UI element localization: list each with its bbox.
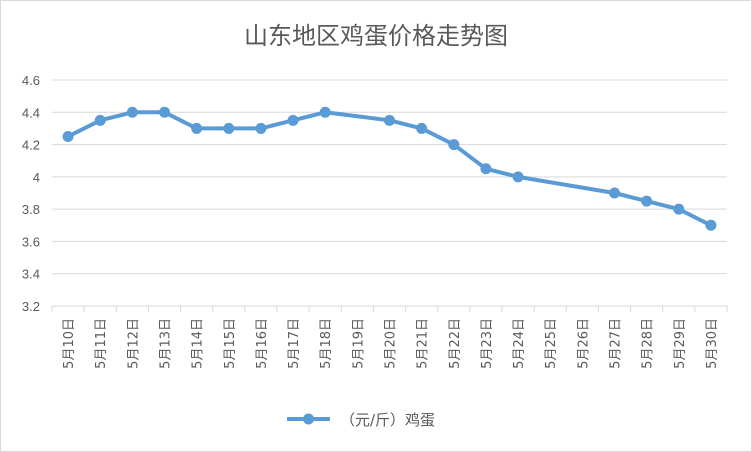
x-tick-label: 5月10日 bbox=[62, 318, 77, 369]
y-tick-label: 4 bbox=[33, 170, 40, 185]
data-point bbox=[287, 114, 299, 126]
x-tick-label: 5月28日 bbox=[641, 318, 656, 369]
y-tick-label: 4.4 bbox=[22, 105, 40, 120]
x-tick-label: 5月16日 bbox=[255, 318, 270, 369]
data-point bbox=[416, 122, 428, 134]
x-tick-label: 5月11日 bbox=[94, 318, 109, 369]
y-tick-label: 3.2 bbox=[22, 299, 40, 314]
x-tick-label: 5月14日 bbox=[191, 318, 206, 369]
x-tick-label: 5月17日 bbox=[287, 318, 302, 369]
x-tick-label: 5月18日 bbox=[319, 318, 334, 369]
data-point bbox=[255, 122, 267, 134]
y-tick-label: 4.2 bbox=[22, 138, 40, 153]
series-line bbox=[66, 110, 713, 228]
data-point bbox=[705, 219, 717, 231]
data-point bbox=[126, 106, 138, 118]
data-point bbox=[159, 106, 170, 118]
x-tick-label: 5月12日 bbox=[126, 318, 141, 369]
chart-title: 山东地区鸡蛋价格走势图 bbox=[244, 22, 508, 50]
data-point bbox=[512, 171, 524, 183]
data-point bbox=[319, 106, 331, 118]
data-point bbox=[62, 131, 74, 142]
x-tick-label: 5月25日 bbox=[544, 318, 559, 369]
data-point bbox=[448, 139, 460, 151]
x-tick-label: 5月30日 bbox=[705, 318, 720, 369]
x-tick-label: 5月23日 bbox=[480, 318, 495, 369]
y-tick-label: 4.6 bbox=[22, 73, 40, 88]
x-tick-label: 5月19日 bbox=[351, 318, 366, 369]
x-tick-label: 5月27日 bbox=[609, 318, 624, 369]
y-tick-label: 3.4 bbox=[22, 267, 40, 282]
data-point bbox=[384, 114, 395, 126]
x-tick-label: 5月21日 bbox=[416, 318, 431, 369]
data-point bbox=[609, 187, 620, 199]
data-point bbox=[641, 195, 653, 207]
x-tick-label: 5月13日 bbox=[159, 318, 174, 369]
x-tick-label: 5月29日 bbox=[673, 318, 688, 369]
data-point bbox=[480, 163, 492, 175]
x-tick-label: 5月26日 bbox=[576, 318, 591, 369]
data-point bbox=[673, 203, 685, 215]
y-tick-label: 3.8 bbox=[22, 202, 40, 217]
legend: （元/斤）鸡蛋 bbox=[287, 411, 435, 429]
x-tick-label: 5月20日 bbox=[384, 318, 399, 369]
y-tick-label: 3.6 bbox=[22, 234, 40, 249]
data-point bbox=[223, 122, 235, 134]
x-tick-label: 5月15日 bbox=[223, 318, 238, 369]
data-point bbox=[94, 114, 106, 126]
x-tick-label: 5月24日 bbox=[512, 318, 527, 369]
x-tick-label: 5月22日 bbox=[448, 318, 463, 369]
legend-point-marker bbox=[303, 413, 314, 425]
data-point bbox=[191, 122, 203, 134]
legend-label: （元/斤）鸡蛋 bbox=[340, 411, 435, 429]
